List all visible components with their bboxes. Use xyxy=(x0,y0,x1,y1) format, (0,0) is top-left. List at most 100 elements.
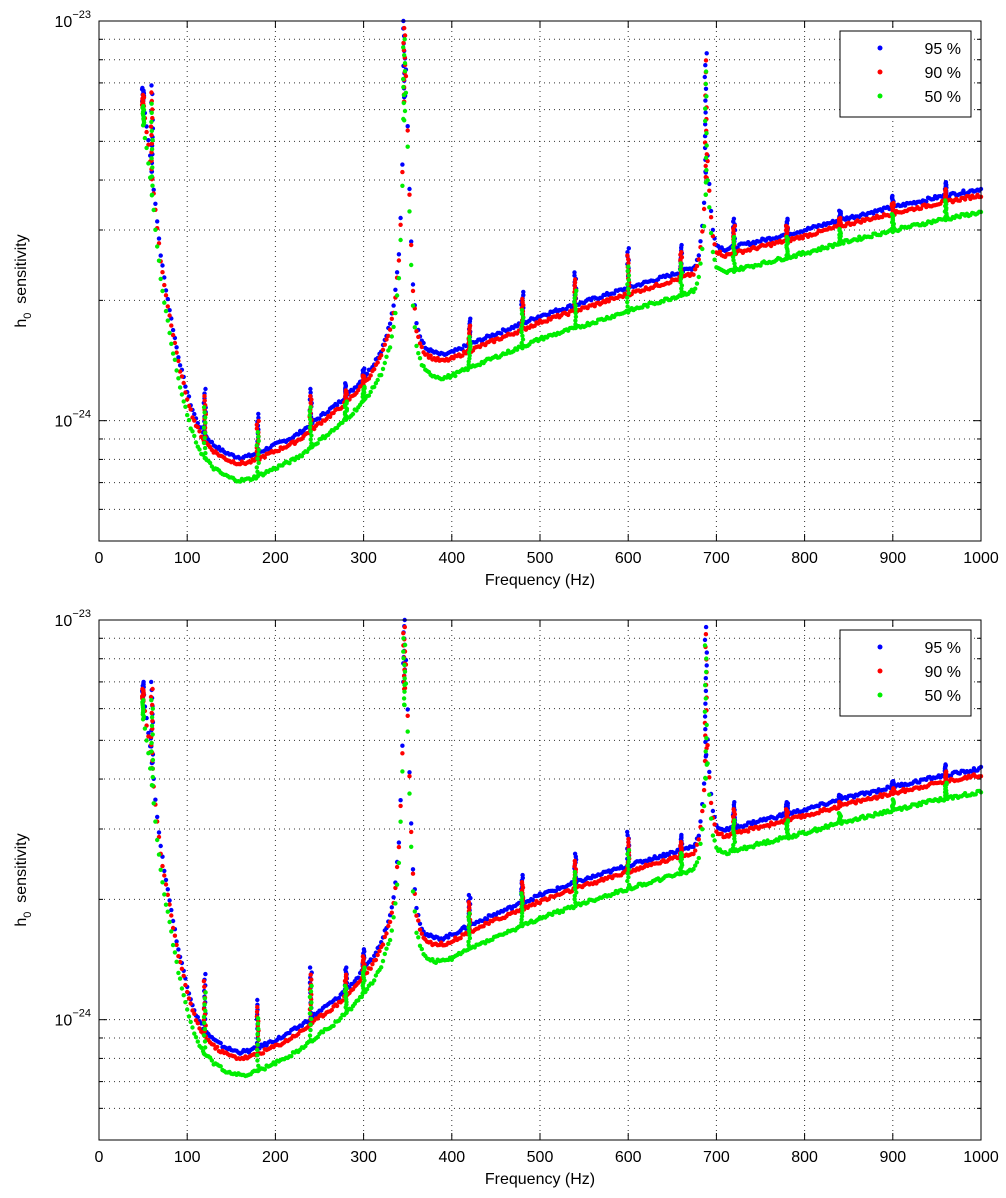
x-tick-label: 300 xyxy=(350,550,377,567)
data-point xyxy=(308,405,313,410)
data-point xyxy=(407,770,412,775)
data-point xyxy=(326,409,331,414)
data-point xyxy=(703,69,709,74)
data-point xyxy=(146,161,151,166)
data-point xyxy=(156,852,162,857)
data-point xyxy=(289,1054,294,1059)
data-point xyxy=(572,893,577,898)
data-point xyxy=(149,101,154,106)
data-point xyxy=(165,304,170,309)
data-point xyxy=(572,886,578,892)
data-point xyxy=(405,144,410,149)
data-point xyxy=(573,900,578,905)
data-point xyxy=(193,1035,199,1040)
data-point xyxy=(466,914,471,920)
data-point xyxy=(366,376,372,381)
data-point xyxy=(701,206,707,212)
data-point xyxy=(401,92,407,98)
data-point xyxy=(163,293,169,298)
data-point xyxy=(467,946,472,951)
legend-marker xyxy=(877,45,883,51)
data-point xyxy=(195,1021,200,1026)
data-point xyxy=(153,819,158,824)
data-point xyxy=(202,393,207,399)
y-tick-label: 10−24 xyxy=(55,409,91,431)
data-point xyxy=(307,409,313,414)
data-point xyxy=(703,122,708,127)
data-point xyxy=(384,337,389,342)
data-point xyxy=(174,350,179,355)
data-point xyxy=(708,800,714,806)
data-point xyxy=(309,397,314,402)
data-point xyxy=(694,860,700,865)
data-point xyxy=(732,251,737,256)
data-point xyxy=(703,118,708,124)
data-point xyxy=(626,855,631,861)
data-point xyxy=(255,1042,260,1047)
data-point xyxy=(701,803,707,809)
data-point xyxy=(181,993,186,998)
data-point xyxy=(177,959,183,965)
data-point xyxy=(256,418,261,424)
data-point xyxy=(201,440,207,446)
legend-label: 50 % xyxy=(925,688,961,705)
data-point xyxy=(396,258,402,263)
data-point xyxy=(176,358,181,364)
data-point xyxy=(700,827,705,832)
data-point xyxy=(380,958,386,964)
data-point xyxy=(407,192,412,197)
data-point xyxy=(185,989,190,995)
data-point xyxy=(962,197,968,202)
data-point xyxy=(343,381,348,386)
legend-marker xyxy=(877,93,883,99)
data-point xyxy=(262,1067,267,1072)
data-points xyxy=(140,617,984,1079)
data-point xyxy=(519,917,524,922)
data-point xyxy=(466,365,471,370)
data-point xyxy=(402,676,407,681)
data-point xyxy=(703,676,708,681)
data-point xyxy=(837,226,842,232)
data-point xyxy=(151,187,156,192)
data-point xyxy=(156,236,162,241)
data-point xyxy=(703,81,708,87)
data-point xyxy=(891,786,896,791)
legend-label: 90 % xyxy=(925,664,961,681)
data-point xyxy=(165,887,170,892)
data-point xyxy=(405,729,410,734)
data-point xyxy=(151,207,156,213)
data-point xyxy=(410,303,416,308)
data-point xyxy=(678,851,684,856)
data-point xyxy=(372,384,377,390)
data-point xyxy=(256,415,261,420)
data-point xyxy=(678,276,683,282)
data-point xyxy=(150,783,155,788)
data-point xyxy=(373,973,379,978)
data-point xyxy=(167,902,172,907)
data-point xyxy=(691,851,696,857)
data-point xyxy=(696,257,701,262)
data-point xyxy=(255,456,260,461)
data-point xyxy=(308,417,313,422)
data-point xyxy=(170,925,176,931)
data-point xyxy=(202,445,208,451)
data-point xyxy=(308,1038,314,1044)
data-point xyxy=(255,997,260,1003)
data-point xyxy=(155,814,160,820)
data-point xyxy=(572,858,577,864)
data-point xyxy=(890,193,895,199)
x-tick-label: 400 xyxy=(438,1149,465,1166)
data-point xyxy=(142,135,148,141)
data-point xyxy=(626,246,631,251)
data-point xyxy=(140,92,146,98)
data-point xyxy=(414,905,419,911)
data-point xyxy=(572,295,577,301)
data-point xyxy=(188,1019,193,1025)
data-point xyxy=(256,460,261,466)
data-point xyxy=(696,855,701,861)
data-point xyxy=(407,791,412,796)
data-point xyxy=(389,910,394,915)
data-point xyxy=(255,469,260,474)
data-point xyxy=(453,373,458,379)
data-point xyxy=(192,1031,197,1036)
